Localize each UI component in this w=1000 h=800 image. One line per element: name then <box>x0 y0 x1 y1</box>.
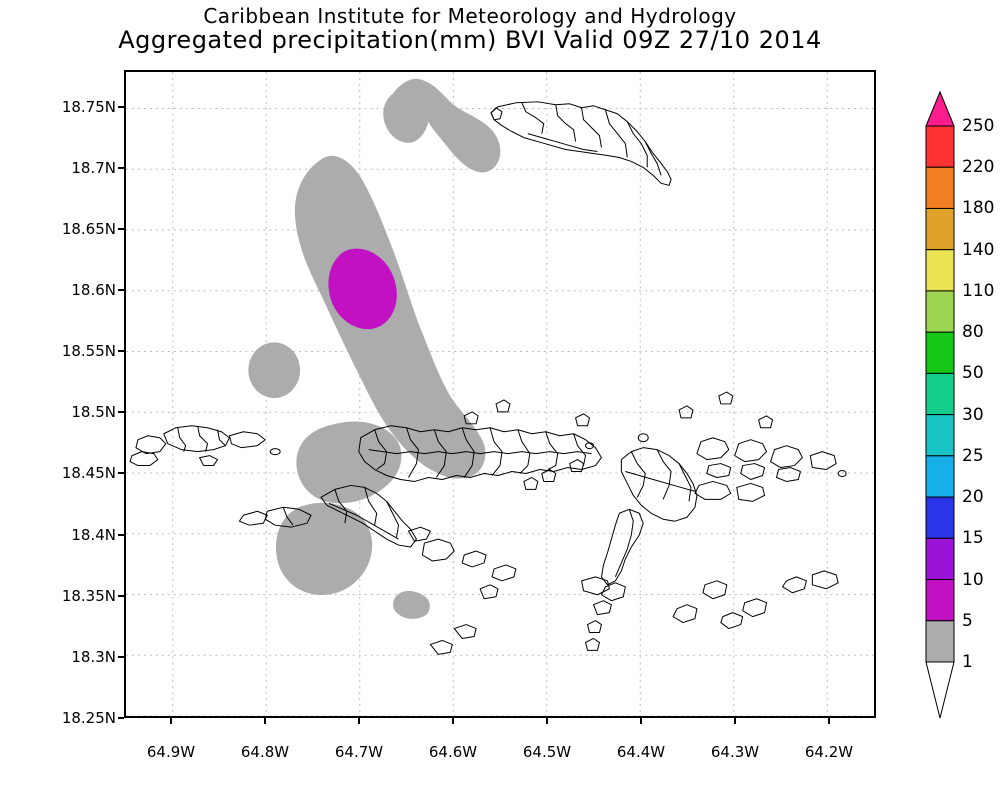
colorbar-tick-label: 140 <box>962 239 995 260</box>
x-axis-tick-label: 64.2W <box>804 743 854 761</box>
y-axis-tick-mark <box>118 594 124 597</box>
x-axis-tick-mark <box>546 718 548 724</box>
y-axis-tick-label: 18.65N <box>61 219 116 238</box>
colorbar-tick-label: 20 <box>962 487 984 508</box>
map-plot-area <box>124 70 876 718</box>
colorbar-over-arrow <box>925 90 955 127</box>
colorbar-legend: 250 220 180 140 110 80 50 30 25 20 15 10 5 1 <box>925 90 994 719</box>
x-axis-tick-mark <box>170 718 172 724</box>
page-title: Aggregated precipitation(mm) BVI Valid 0… <box>118 26 822 54</box>
colorbar-under-arrow <box>925 661 955 719</box>
x-axis-tick-mark <box>358 718 360 724</box>
x-axis-tick-labels: 64.9W 64.8W 64.7W 64.6W 64.5W 64.4W 64.3W 64.2W <box>0 718 1000 761</box>
colorbar-band <box>925 166 955 209</box>
colorbar-tick-label: 30 <box>962 404 984 425</box>
x-axis-tick-mark <box>734 718 736 724</box>
y-axis-tick-label: 18.25N <box>61 709 116 727</box>
colorbar-band <box>925 207 955 251</box>
x-axis-tick-label: 64.4W <box>616 743 666 761</box>
colorbar-canvas <box>925 90 955 719</box>
x-axis-tick-label: 64.3W <box>710 743 760 761</box>
colorbar-tick-label: 250 <box>962 116 995 136</box>
colorbar-bands <box>925 90 955 719</box>
colorbar-band <box>925 537 955 581</box>
y-axis-tick-mark <box>118 166 124 169</box>
colorbar-tick-label: 25 <box>962 445 984 466</box>
x-axis-tick-mark <box>828 718 830 724</box>
gridlines <box>126 72 874 716</box>
y-axis-tick-mark <box>118 105 124 108</box>
y-axis-tick-label: 18.35N <box>61 586 116 605</box>
x-axis-tick-mark <box>640 718 642 724</box>
colorbar-band <box>925 372 955 416</box>
y-axis-tick-label: 18.6N <box>71 281 116 300</box>
precip-band-1-5mm <box>248 78 501 619</box>
colorbar-tick-label: 15 <box>962 528 984 549</box>
y-axis-tick-label: 18.3N <box>71 647 116 666</box>
coastlines <box>129 101 847 655</box>
y-axis-tick-mark <box>118 472 124 475</box>
colorbar-band <box>925 414 955 457</box>
colorbar-band <box>925 496 955 539</box>
x-axis-tick-label: 64.6W <box>428 743 478 761</box>
y-axis-tick-mark <box>118 411 124 414</box>
map-canvas <box>126 72 874 716</box>
y-axis-tick-mark <box>118 350 124 353</box>
institute-title: Caribbean Institute for Meteorology and … <box>203 4 737 28</box>
y-axis-tick-mark <box>118 533 124 536</box>
colorbar-band <box>925 331 955 374</box>
colorbar-band <box>925 455 955 498</box>
x-axis-tick-label: 64.5W <box>522 743 572 761</box>
y-axis-tick-label: 18.45N <box>61 464 116 483</box>
y-axis-tick-mark <box>118 717 124 719</box>
colorbar-band <box>925 620 955 663</box>
colorbar-tick-label: 10 <box>962 569 984 590</box>
colorbar-band <box>925 249 955 292</box>
y-axis-tick-mark <box>118 655 124 658</box>
precip-band-5-10mm <box>328 248 397 330</box>
colorbar-tick-label: 220 <box>962 157 995 178</box>
colorbar-band <box>925 125 955 168</box>
colorbar-tick-label: 80 <box>962 322 984 343</box>
colorbar-tick-label: 180 <box>962 198 995 219</box>
y-axis-tick-label: 18.7N <box>71 158 116 177</box>
colorbar-tick-label: 1 <box>962 652 973 672</box>
x-axis-tick-mark <box>264 718 266 724</box>
x-axis-tick-label: 64.8W <box>240 743 290 761</box>
y-axis-tick-label: 18.55N <box>61 342 116 361</box>
colorbar-tick-label: 5 <box>962 610 973 631</box>
x-axis-tick-label: 64.9W <box>146 743 196 761</box>
y-axis-tick-label: 18.5N <box>71 403 116 422</box>
colorbar-tick-label: 50 <box>962 363 984 384</box>
y-axis-tick-mark <box>118 289 124 292</box>
x-axis-tick-mark <box>452 718 454 724</box>
colorbar-band <box>925 290 955 333</box>
y-axis-tick-label: 18.4N <box>71 525 116 544</box>
y-axis-tick-mark <box>118 227 124 230</box>
colorbar-tick-label: 110 <box>962 280 995 301</box>
x-axis-tick-label: 64.7W <box>334 743 384 761</box>
y-axis-tick-label: 18.75N <box>61 97 116 116</box>
colorbar-band <box>925 579 955 622</box>
